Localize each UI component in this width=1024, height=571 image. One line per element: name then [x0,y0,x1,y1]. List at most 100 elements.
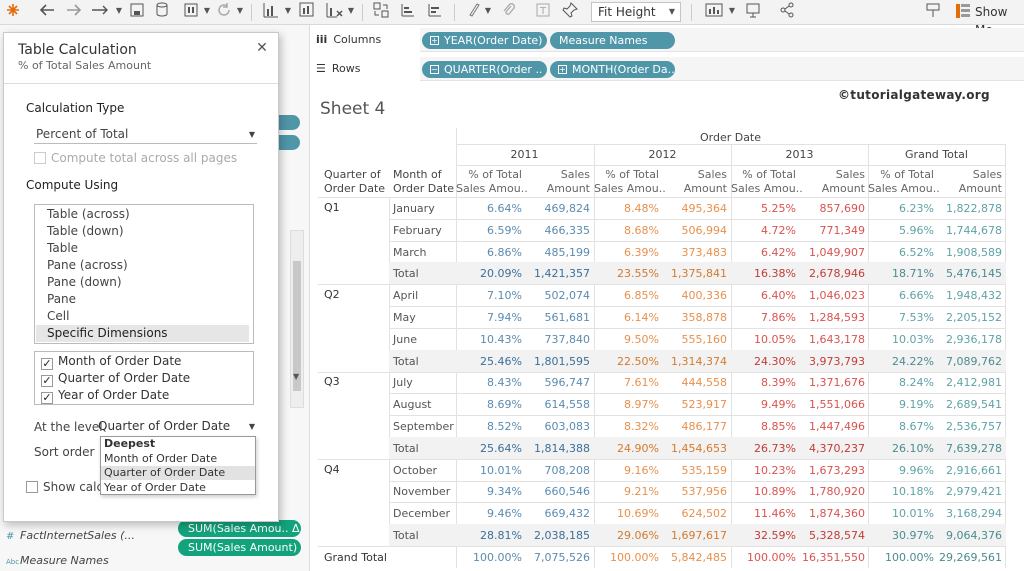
total-label: Total [393,354,419,368]
table-cell: 10.18% [892,485,934,499]
table-cell: 4,370,237 [809,441,865,455]
show-calc-checkbox[interactable]: Show calc [26,479,103,494]
month-label: December [393,507,451,521]
dimension-checkbox[interactable]: ✓ Year of Order Date [41,388,169,404]
table-cell: 614,558 [544,398,591,412]
table-cell: 1,780,920 [809,485,865,499]
calculation-type-select[interactable]: Percent of Total ▼ [34,126,257,144]
quarter-label: Q2 [324,288,340,302]
at-the-level-select[interactable]: Quarter of Order Date ▼ [97,418,257,436]
measure-pill-sales[interactable]: SUM(Sales Amount) [178,539,301,556]
fit-select[interactable]: Fit Height ▼ [591,2,681,22]
row-divider [318,458,1005,460]
column-divider [456,128,457,568]
hash-icon: # [6,531,15,542]
dropdown-option[interactable]: Deepest [104,437,156,450]
new-worksheet-icon[interactable] [260,2,282,22]
compute-option[interactable]: Table (across) [47,207,130,221]
data-field-measure-names[interactable]: AbcMeasure Names [6,553,109,570]
table-cell: 4.72% [761,223,796,237]
highlight-icon[interactable] [463,2,485,22]
table-cell: 444,558 [681,376,728,390]
sort-desc-icon[interactable] [424,2,446,22]
measure-pill-percent[interactable]: SUM(Sales Amou.. Δ [178,520,301,537]
refresh-icon[interactable] [213,2,235,22]
month-label: March [393,245,427,259]
table-cell: 1,697,617 [671,529,727,542]
table-cell: 29.06% [617,529,659,542]
dimension-checkbox[interactable]: ✓ Quarter of Order Date [41,371,190,387]
chart-caret-icon[interactable]: ▼ [728,6,736,15]
pause-icon[interactable] [180,2,202,22]
pill-measure-names[interactable]: Measure Names [550,32,675,49]
compute-option[interactable]: Pane (across) [47,258,128,272]
dropdown-option[interactable]: Month of Order Date [104,451,218,465]
tooltip-icon[interactable] [922,2,944,22]
dimension-checkbox[interactable]: ✓ Month of Order Date [41,354,181,370]
pill-year-order-date[interactable]: + YEAR(Order Date) [422,32,547,49]
scrollbar[interactable] [290,230,304,408]
calculation-type-value: Percent of Total [36,127,129,141]
show-me-button[interactable]: Show Me [975,5,1008,37]
table-cell: 7.53% [899,311,934,324]
header-divider [456,144,1005,145]
redo-icon[interactable] [63,2,85,22]
share-icon[interactable] [776,2,798,22]
compute-option[interactable]: Pane [47,292,77,306]
duplicate-icon[interactable] [296,2,318,22]
table-cell: 400,336 [681,289,728,303]
swap-icon[interactable] [370,2,392,22]
compute-option[interactable]: Cell [47,309,70,323]
data-field-factinternetsales[interactable]: # FactInternetSales (... [6,528,135,545]
pill-quarter-order-date[interactable]: − QUARTER(Order .. [422,61,547,78]
dropdown-option[interactable]: Year of Order Date [104,480,206,494]
clear-icon[interactable] [324,2,346,22]
show-me-icon[interactable] [956,4,970,18]
close-icon[interactable]: ✕ [256,40,268,56]
table-cell: 9,064,376 [946,529,1002,542]
checkbox-checked-icon: ✓ [41,357,53,370]
row-divider [389,480,1005,482]
pill-month-order-date[interactable]: + MONTH(Order Da.. [550,61,675,78]
scroll-down-icon[interactable]: ▼ [293,372,300,381]
table-cell: 624,502 [681,507,728,521]
presentation-icon[interactable] [742,2,764,22]
pin-icon[interactable] [559,2,581,22]
table-cell: 708,208 [544,463,591,477]
tableau-logo-icon[interactable] [2,2,24,22]
table-cell: 857,690 [819,202,866,215]
new-worksheet-caret-icon[interactable]: ▼ [284,6,292,15]
compute-option[interactable]: Table (down) [47,224,124,238]
table-cell: 7,639,278 [946,441,1002,455]
table-cell: 8.68% [624,223,659,237]
checkbox-checked-icon: ✓ [41,374,53,387]
replay-icon[interactable] [90,2,112,22]
label-icon[interactable]: T [532,2,554,22]
sort-asc-icon[interactable] [397,2,419,22]
total-label: Total [393,441,419,455]
total-label: Total [393,529,419,542]
undo-icon[interactable] [36,2,58,22]
highlight-caret-icon[interactable]: ▼ [484,6,492,15]
chart-icon[interactable] [703,2,725,22]
table-cell: 9.49% [761,398,796,412]
save-icon[interactable] [126,2,148,22]
compute-option[interactable]: Table [47,241,79,255]
new-datasource-icon[interactable] [152,2,174,22]
replay-caret-icon[interactable]: ▼ [115,6,123,15]
dropdown-option[interactable]: Quarter of Order Date [101,466,255,480]
compute-option[interactable]: Pane (down) [47,275,122,289]
table-cell: 8.43% [487,376,522,390]
row-divider [318,371,1005,373]
pause-caret-icon[interactable]: ▼ [203,6,211,15]
refresh-caret-icon[interactable]: ▼ [236,6,244,15]
clear-caret-icon[interactable]: ▼ [347,6,355,15]
table-cell: 25.46% [480,354,522,368]
table-cell: 9.21% [624,485,659,499]
total-row-band [389,262,1006,285]
compute-option[interactable]: Specific Dimensions [36,325,249,342]
group-icon[interactable] [497,2,519,22]
header-divider [456,165,1005,166]
compute-all-pages-checkbox[interactable]: Compute total across all pages [34,151,237,166]
table-cell: 10.43% [480,332,522,346]
